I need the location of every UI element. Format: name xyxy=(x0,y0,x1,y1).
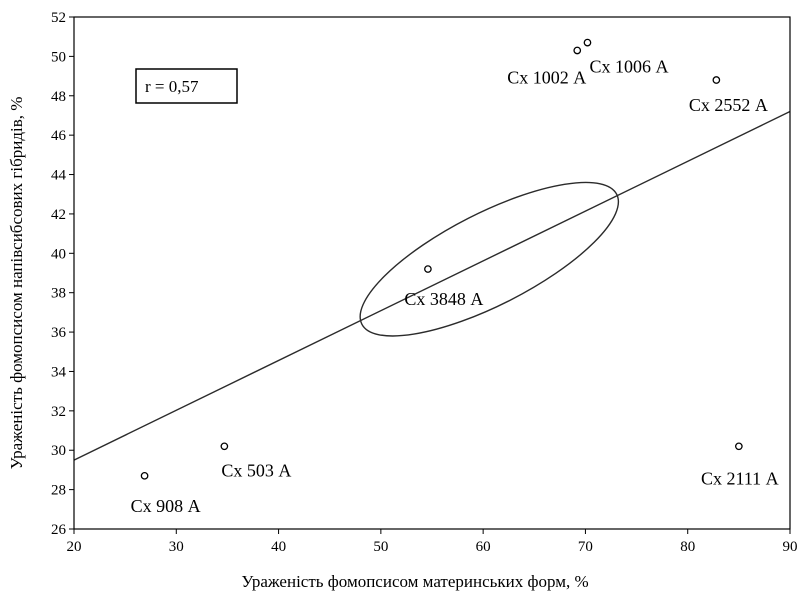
data-point xyxy=(735,442,743,451)
correlation-annotation: r = 0,57 xyxy=(145,77,199,96)
y-tick-label: 30 xyxy=(51,443,66,459)
point-label: Сх 1006 А xyxy=(589,57,668,77)
x-tick-label: 20 xyxy=(67,539,82,555)
y-tick-label: 40 xyxy=(51,246,66,262)
x-tick-label: 80 xyxy=(680,539,695,555)
x-tick-label: 50 xyxy=(373,539,388,555)
y-tick-label: 36 xyxy=(51,325,67,341)
y-tick-label: 34 xyxy=(51,364,67,380)
y-tick-label: 28 xyxy=(51,483,66,499)
y-tick-label: 32 xyxy=(51,404,66,420)
y-tick-label: 42 xyxy=(51,207,66,223)
y-tick-label: 26 xyxy=(51,522,67,538)
data-point xyxy=(712,76,721,84)
point-label: Сх 3848 А xyxy=(404,289,483,309)
regression-line xyxy=(73,110,791,461)
x-axis-title: Ураженість фомопсисом материнських форм,… xyxy=(241,572,588,591)
point-label: Сх 1002 А xyxy=(507,67,586,87)
y-tick-label: 44 xyxy=(51,168,67,184)
point-label: Сх 503 А xyxy=(221,460,291,480)
data-point xyxy=(220,442,229,451)
y-tick-label: 38 xyxy=(51,286,66,302)
y-tick-label: 52 xyxy=(51,10,66,26)
correlation-box: r = 0,57 xyxy=(135,68,238,104)
data-point xyxy=(573,46,582,55)
point-label: Сх 908 А xyxy=(131,496,201,516)
data-point xyxy=(583,38,592,47)
point-label: Сх 2111 А xyxy=(701,468,779,488)
y-tick-label: 48 xyxy=(51,89,66,105)
x-tick-label: 30 xyxy=(169,539,184,555)
data-point xyxy=(424,265,432,273)
point-label: Сх 2552 А xyxy=(689,95,768,115)
plot-frame xyxy=(73,16,791,530)
y-axis-title: Ураженість фомопсисом напівсибсових гібр… xyxy=(7,97,26,470)
confidence-ellipse xyxy=(359,181,620,337)
x-tick-label: 40 xyxy=(271,539,286,555)
x-tick-label: 60 xyxy=(476,539,491,555)
y-tick-label: 50 xyxy=(51,49,66,65)
data-point xyxy=(140,471,149,480)
x-tick-label: 70 xyxy=(578,539,593,555)
y-tick-label: 46 xyxy=(51,128,67,144)
x-tick-label: 90 xyxy=(783,539,798,555)
